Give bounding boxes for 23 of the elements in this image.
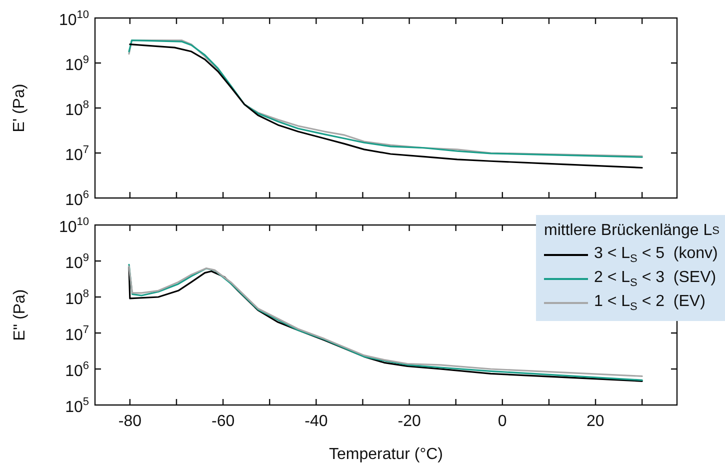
- x-axis-title: Temperatur (°C): [329, 446, 443, 463]
- y-tick-label: 10$^{8}$: [65, 288, 89, 308]
- y-tick-label: 10$^{6}$: [64, 188, 89, 208]
- y-tick-label: 10$^{7}$: [64, 144, 89, 164]
- x-tick-label: -20: [398, 413, 421, 430]
- y-tick-label: 10$^{6}$: [64, 360, 89, 380]
- y-tick-label: 10$^{9}$: [64, 252, 89, 272]
- y-tick-label: 10$^{10}$: [58, 216, 89, 236]
- x-tick-label: 0: [498, 413, 507, 430]
- x-tick-label: 20: [586, 413, 604, 430]
- legend-label: 2 < L$_{S}$ < 3 (SEV): [594, 269, 716, 289]
- y-tick-label: 10$^{5}$: [64, 396, 89, 416]
- y-axis-title: E' (Pa): [11, 84, 28, 132]
- y-tick-label: 10$^{7}$: [65, 324, 89, 344]
- x-tick-label: -60: [212, 413, 235, 430]
- y-tick-label: 10$^{10}$: [58, 8, 89, 28]
- y-axis-title: E'' (Pa): [11, 289, 28, 341]
- x-tick-label: -80: [118, 413, 142, 430]
- legend-label: 3 < L$_{S}$ < 5 (konv): [594, 245, 718, 265]
- legend-label: 1 < L$_{S}$ < 2 (EV): [594, 293, 706, 313]
- x-tick-label: -40: [304, 413, 328, 430]
- y-tick-label: 10$^{9}$: [64, 54, 89, 74]
- y-tick-label: 10$^{8}$: [65, 98, 89, 118]
